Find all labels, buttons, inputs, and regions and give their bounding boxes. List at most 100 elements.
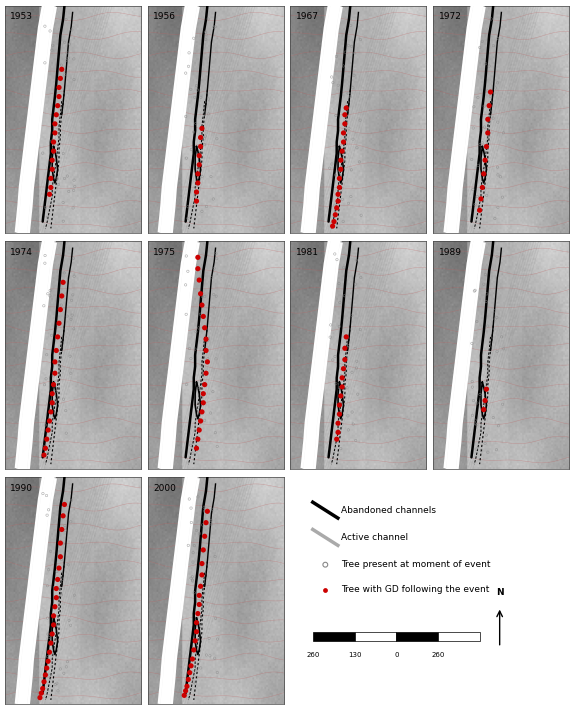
- Point: [55, 562, 64, 573]
- Point: [209, 21, 218, 33]
- Point: [356, 210, 366, 221]
- Point: [340, 118, 350, 130]
- Text: 1953: 1953: [10, 13, 33, 21]
- Point: [48, 40, 57, 51]
- Point: [335, 321, 344, 332]
- Point: [42, 663, 51, 674]
- Point: [347, 309, 356, 321]
- Point: [490, 314, 499, 325]
- Point: [212, 133, 222, 144]
- Point: [192, 626, 201, 637]
- Point: [67, 24, 76, 35]
- Point: [327, 72, 336, 83]
- Point: [211, 21, 220, 33]
- Point: [48, 164, 57, 175]
- Point: [67, 295, 76, 306]
- Point: [196, 132, 205, 143]
- Point: [482, 296, 491, 307]
- Point: [201, 29, 211, 40]
- Point: [471, 415, 480, 426]
- Point: [185, 667, 194, 678]
- Point: [212, 290, 221, 302]
- Point: [63, 310, 72, 321]
- Point: [201, 130, 210, 142]
- Point: [60, 173, 69, 184]
- Text: Abandoned channels: Abandoned channels: [340, 506, 436, 515]
- Point: [488, 412, 498, 423]
- Point: [210, 302, 219, 314]
- Point: [191, 678, 200, 690]
- Point: [479, 169, 488, 180]
- Point: [190, 91, 199, 103]
- Point: [69, 185, 78, 196]
- Point: [351, 278, 360, 290]
- Point: [192, 186, 201, 198]
- Point: [352, 355, 362, 367]
- Point: [329, 216, 339, 227]
- Point: [494, 420, 503, 431]
- Point: [202, 201, 211, 212]
- Point: [488, 113, 498, 124]
- Point: [467, 338, 476, 349]
- Point: [478, 182, 487, 193]
- Point: [196, 92, 205, 103]
- Point: [479, 404, 488, 416]
- Point: [192, 180, 201, 191]
- Point: [46, 649, 56, 661]
- Point: [476, 193, 486, 205]
- Point: [52, 109, 61, 120]
- Point: [351, 343, 360, 354]
- Point: [333, 188, 343, 200]
- Point: [346, 20, 355, 31]
- Point: [57, 59, 66, 71]
- Point: [197, 416, 207, 427]
- Point: [192, 525, 201, 536]
- Point: [200, 291, 210, 302]
- Point: [187, 503, 196, 514]
- Point: [200, 379, 210, 390]
- Text: 1990: 1990: [10, 484, 33, 493]
- Point: [328, 220, 337, 232]
- Point: [482, 377, 491, 389]
- Point: [44, 424, 53, 435]
- Point: [52, 345, 61, 356]
- Text: 260: 260: [432, 652, 445, 658]
- Point: [347, 406, 356, 418]
- Point: [203, 356, 212, 367]
- Point: [64, 185, 73, 197]
- Point: [203, 353, 212, 365]
- Point: [350, 69, 359, 81]
- Point: [42, 490, 51, 501]
- Point: [471, 285, 480, 296]
- Point: [196, 141, 205, 152]
- Point: [60, 499, 69, 510]
- Point: [192, 80, 201, 91]
- Point: [195, 275, 204, 286]
- Point: [340, 155, 349, 166]
- Point: [333, 79, 343, 91]
- Point: [470, 285, 479, 297]
- Point: [325, 163, 334, 174]
- Point: [57, 589, 66, 600]
- Point: [335, 427, 344, 438]
- Point: [193, 177, 203, 188]
- Point: [332, 51, 341, 62]
- Point: [468, 122, 478, 134]
- Point: [58, 573, 67, 585]
- Point: [61, 428, 71, 439]
- Point: [64, 559, 73, 571]
- Point: [183, 213, 192, 224]
- Point: [54, 110, 63, 121]
- Point: [207, 272, 216, 283]
- Point: [181, 309, 191, 320]
- Point: [200, 139, 209, 150]
- Point: [196, 581, 205, 592]
- Point: [200, 415, 209, 426]
- Point: [201, 333, 211, 345]
- Point: [53, 331, 62, 343]
- Point: [490, 213, 499, 224]
- Point: [48, 628, 57, 639]
- Point: [493, 116, 502, 127]
- Point: [52, 592, 61, 603]
- Point: [213, 634, 222, 645]
